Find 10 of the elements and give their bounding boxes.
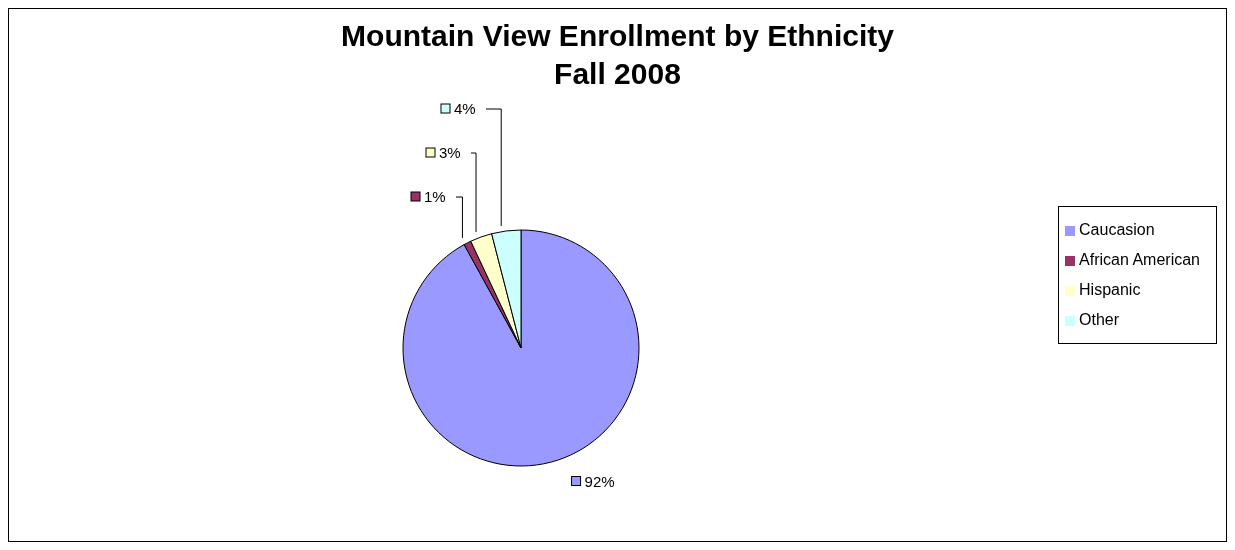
legend-label: Caucasion (1079, 221, 1155, 238)
legend-label: Hispanic (1079, 281, 1141, 298)
data-label: 1% (424, 188, 446, 205)
pie-slice (402, 229, 640, 467)
data-label: 3% (439, 144, 461, 161)
legend-label: African American (1079, 251, 1200, 268)
chart-title: Mountain View Enrollment by Ethnicity Fall 2008 (340, 18, 895, 92)
data-label: 92% (584, 472, 615, 490)
data-label: 4% (454, 100, 476, 117)
legend-label: Other (1079, 311, 1120, 328)
